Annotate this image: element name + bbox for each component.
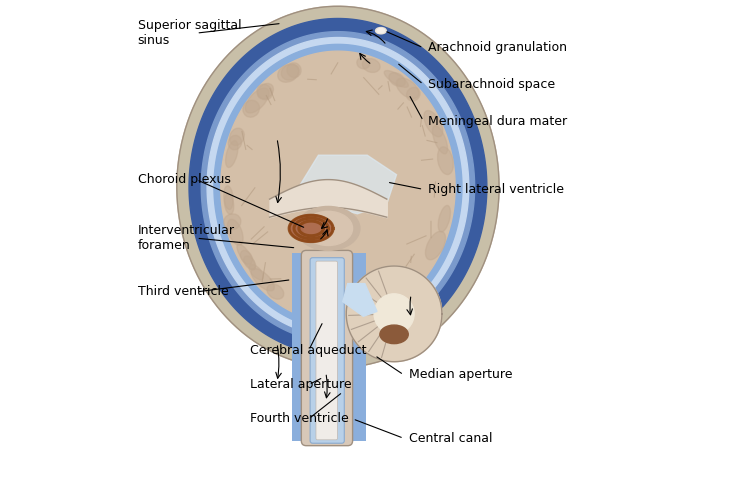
Text: Fourth ventricle: Fourth ventricle <box>250 412 349 425</box>
Ellipse shape <box>438 205 450 232</box>
Text: Central canal: Central canal <box>409 432 492 445</box>
Polygon shape <box>299 155 397 214</box>
Polygon shape <box>343 284 377 316</box>
Text: Interventricular
foramen: Interventricular foramen <box>138 224 234 252</box>
Ellipse shape <box>357 57 370 69</box>
Ellipse shape <box>287 63 301 78</box>
Ellipse shape <box>329 306 360 323</box>
Polygon shape <box>289 215 333 242</box>
Ellipse shape <box>374 294 414 334</box>
Ellipse shape <box>277 64 299 82</box>
Polygon shape <box>221 51 455 323</box>
Text: Third ventricle: Third ventricle <box>138 285 228 299</box>
Polygon shape <box>346 266 442 362</box>
Polygon shape <box>214 44 462 329</box>
Ellipse shape <box>377 28 385 33</box>
FancyBboxPatch shape <box>310 258 345 443</box>
Ellipse shape <box>373 299 389 310</box>
Ellipse shape <box>433 126 448 154</box>
Polygon shape <box>207 37 469 336</box>
Polygon shape <box>177 6 499 368</box>
Text: Superior sagittal
sinus: Superior sagittal sinus <box>138 19 241 47</box>
Ellipse shape <box>295 299 308 316</box>
Ellipse shape <box>281 64 299 80</box>
Ellipse shape <box>228 219 243 245</box>
Ellipse shape <box>225 141 238 167</box>
Ellipse shape <box>363 58 380 73</box>
Text: Cerebral aqueduct: Cerebral aqueduct <box>250 344 366 357</box>
Ellipse shape <box>224 214 241 230</box>
Polygon shape <box>350 253 366 441</box>
FancyBboxPatch shape <box>316 261 338 440</box>
Ellipse shape <box>267 284 284 299</box>
Ellipse shape <box>296 206 360 250</box>
Ellipse shape <box>245 88 269 113</box>
Ellipse shape <box>425 231 446 260</box>
FancyBboxPatch shape <box>302 250 353 446</box>
Ellipse shape <box>257 83 274 99</box>
Ellipse shape <box>389 73 406 86</box>
Ellipse shape <box>257 84 272 100</box>
Ellipse shape <box>380 325 408 344</box>
Ellipse shape <box>397 78 418 99</box>
Text: Median aperture: Median aperture <box>409 368 512 382</box>
Ellipse shape <box>224 186 233 210</box>
Ellipse shape <box>243 100 259 117</box>
Text: Choroid plexus: Choroid plexus <box>138 173 231 186</box>
Polygon shape <box>292 253 306 441</box>
Ellipse shape <box>304 211 353 246</box>
Ellipse shape <box>241 250 253 264</box>
Ellipse shape <box>406 87 420 101</box>
Ellipse shape <box>229 128 244 145</box>
Ellipse shape <box>249 265 263 280</box>
Ellipse shape <box>437 147 453 174</box>
Ellipse shape <box>244 256 256 270</box>
Ellipse shape <box>424 110 443 137</box>
Ellipse shape <box>237 244 256 270</box>
Ellipse shape <box>302 306 328 317</box>
Ellipse shape <box>375 27 386 34</box>
Polygon shape <box>201 31 475 342</box>
Text: Lateral aperture: Lateral aperture <box>250 378 351 391</box>
Text: Arachnoid granulation: Arachnoid granulation <box>428 41 567 55</box>
Text: Right lateral ventricle: Right lateral ventricle <box>428 183 564 196</box>
Ellipse shape <box>225 194 234 214</box>
Ellipse shape <box>385 71 409 87</box>
Polygon shape <box>189 19 487 355</box>
Ellipse shape <box>228 136 241 150</box>
Text: Meningeal dura mater: Meningeal dura mater <box>428 114 568 128</box>
Ellipse shape <box>251 269 274 291</box>
Text: Subarachnoid space: Subarachnoid space <box>428 78 556 91</box>
